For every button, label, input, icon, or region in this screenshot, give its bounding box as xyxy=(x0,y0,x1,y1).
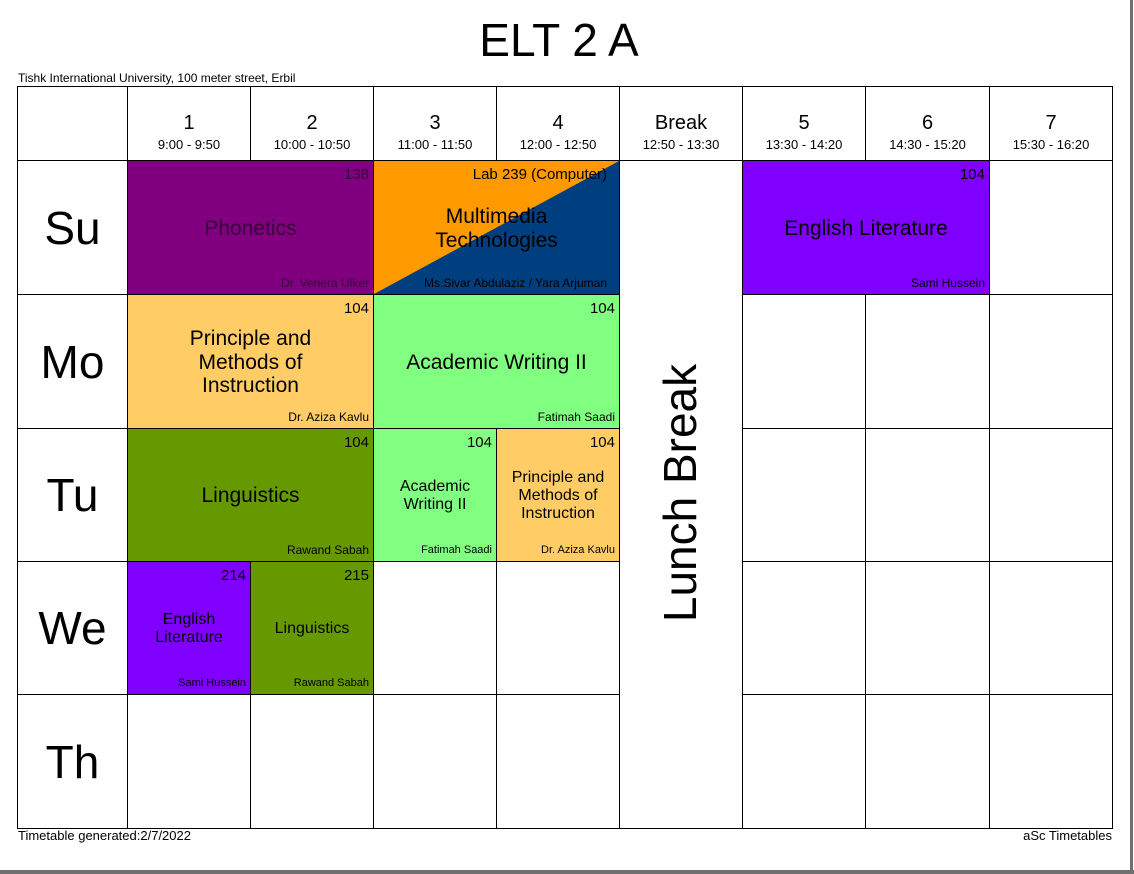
period-time: 13:30 - 14:20 xyxy=(765,137,843,152)
period-header-3: 3 11:00 - 11:50 xyxy=(373,86,497,161)
lunch-break-column xyxy=(619,160,743,829)
room-number: 214 xyxy=(220,567,246,584)
teacher-name: Sami Hussein xyxy=(910,276,985,290)
lesson-tu-academic-writing[interactable]: 104 Academic Writing II Fatimah Saadi xyxy=(373,428,497,562)
period-time: 11:00 - 11:50 xyxy=(397,137,473,152)
empty-slot xyxy=(373,561,497,695)
room-number: 215 xyxy=(343,567,369,584)
timetable-title: ELT 2 A xyxy=(479,14,639,66)
empty-slot xyxy=(865,561,990,695)
teacher-name: Dr. Aziza Kavlu xyxy=(541,544,615,556)
empty-slot xyxy=(127,694,251,829)
day-label-mo: Mo xyxy=(17,294,128,429)
room-number: 104 xyxy=(589,300,615,317)
lesson-we-english-literature[interactable]: 214 English Literature Sami Hussein xyxy=(127,561,251,695)
lesson-su-english-literature[interactable]: 104 English Literature Sami Hussein xyxy=(742,160,990,295)
teacher-name: Dr. Venera Ulker xyxy=(280,276,369,290)
empty-slot xyxy=(742,428,866,562)
empty-slot xyxy=(989,694,1113,829)
day-label-we: We xyxy=(17,561,128,695)
teacher-name: Rawand Sabah xyxy=(286,543,369,557)
empty-slot xyxy=(865,694,990,829)
period-time: 10:00 - 10:50 xyxy=(273,137,351,152)
period-time: 9:00 - 9:50 xyxy=(157,137,221,152)
teacher-name: Fatimah Saadi xyxy=(421,544,492,556)
empty-slot xyxy=(742,561,866,695)
room-number: 104 xyxy=(959,166,985,183)
empty-slot xyxy=(742,694,866,829)
subject-name: English Literature xyxy=(155,610,223,646)
lesson-we-linguistics[interactable]: 215 Linguistics Rawand Sabah xyxy=(250,561,374,695)
subject-name: Academic Writing II xyxy=(399,477,471,513)
room-number: Lab 239 (Computer) xyxy=(472,166,607,183)
period-header-break: Break 12:50 - 13:30 xyxy=(619,86,743,161)
header-corner xyxy=(17,86,128,161)
lesson-tu-principle-methods[interactable]: 104 Principle and Methods of Instruction… xyxy=(496,428,620,562)
period-time: 12:50 - 13:30 xyxy=(642,137,720,152)
teacher-name: Sami Hussein xyxy=(178,677,246,689)
period-time: 14:30 - 15:20 xyxy=(889,137,966,152)
split-background xyxy=(374,161,619,294)
empty-slot xyxy=(989,561,1113,695)
room-number: 104 xyxy=(343,434,369,451)
period-number: 5 xyxy=(798,112,810,134)
period-header-6: 6 14:30 - 15:20 xyxy=(865,86,990,161)
teacher-name: Fatimah Saadi xyxy=(537,410,615,424)
period-number: 7 xyxy=(1045,112,1057,134)
period-header-2: 2 10:00 - 10:50 xyxy=(250,86,374,161)
period-header-4: 4 12:00 - 12:50 xyxy=(496,86,620,161)
empty-slot xyxy=(373,694,497,829)
subject-name: Academic Writing II xyxy=(406,350,587,374)
subject-name: Linguistics xyxy=(274,619,350,637)
room-number: 104 xyxy=(466,434,492,451)
period-header-1: 1 9:00 - 9:50 xyxy=(127,86,251,161)
period-header-7: 7 15:30 - 16:20 xyxy=(989,86,1113,161)
empty-slot xyxy=(496,561,620,695)
empty-slot xyxy=(865,428,990,562)
period-number: 2 xyxy=(306,112,318,134)
empty-slot xyxy=(496,694,620,829)
frame-border-bottom xyxy=(0,870,1134,874)
teacher-name: Ms.Sivar Abdulaziz / Yara Arjuman xyxy=(424,276,607,290)
software-brand: aSc Timetables xyxy=(1023,828,1112,843)
period-number: 3 xyxy=(429,112,441,134)
period-number: 4 xyxy=(552,112,564,134)
empty-slot xyxy=(742,294,866,429)
frame-border-right xyxy=(1130,0,1133,874)
period-number: 1 xyxy=(183,112,195,134)
lesson-su-multimedia[interactable]: Lab 239 (Computer) Multimedia Technologi… xyxy=(373,160,620,295)
day-label-th: Th xyxy=(17,694,128,829)
lesson-su-phonetics[interactable]: 138 Phonetics Dr. Venera Ulker xyxy=(127,160,374,295)
day-label-tu: Tu xyxy=(17,428,128,562)
empty-slot xyxy=(989,294,1113,429)
lesson-mo-principle-methods[interactable]: 104 Principle and Methods of Instruction… xyxy=(127,294,374,429)
subject-name: Principle and Methods of Instruction xyxy=(189,326,312,398)
subject-name: Phonetics xyxy=(204,216,297,240)
lunch-break-label: Lunch Break xyxy=(654,363,706,623)
day-label-su: Su xyxy=(17,160,128,295)
lesson-tu-linguistics[interactable]: 104 Linguistics Rawand Sabah xyxy=(127,428,374,562)
subject-name: Linguistics xyxy=(201,484,300,508)
period-number: Break xyxy=(654,112,708,134)
empty-slot xyxy=(989,428,1113,562)
period-header-5: 5 13:30 - 14:20 xyxy=(742,86,866,161)
school-address: Tishk International University, 100 mete… xyxy=(18,71,296,85)
room-number: 104 xyxy=(343,300,369,317)
subject-name: Multimedia Technologies xyxy=(435,204,558,252)
empty-slot xyxy=(989,160,1113,295)
period-time: 12:00 - 12:50 xyxy=(519,137,597,152)
lesson-mo-academic-writing[interactable]: 104 Academic Writing II Fatimah Saadi xyxy=(373,294,620,429)
subject-name: Principle and Methods of Instruction xyxy=(511,468,605,523)
empty-slot xyxy=(250,694,374,829)
room-number: 138 xyxy=(343,166,369,183)
teacher-name: Rawand Sabah xyxy=(293,677,369,689)
room-number: 104 xyxy=(589,434,615,451)
period-time: 15:30 - 16:20 xyxy=(1012,137,1090,152)
teacher-name: Dr. Aziza Kavlu xyxy=(288,410,369,424)
empty-slot xyxy=(865,294,990,429)
subject-name: English Literature xyxy=(784,216,948,240)
generated-date: Timetable generated:2/7/2022 xyxy=(18,828,191,843)
period-number: 6 xyxy=(921,112,934,134)
